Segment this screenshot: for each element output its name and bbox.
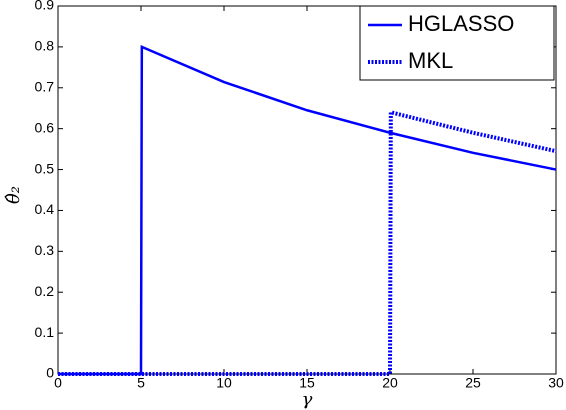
- legend-box: [359, 5, 555, 81]
- y-tick-label: 0.3: [35, 242, 55, 258]
- legend-label: MKL: [408, 48, 453, 73]
- x-tick-label: 30: [548, 375, 564, 391]
- y-tick-label: 0.6: [35, 119, 55, 135]
- x-tick-label: 25: [465, 375, 481, 391]
- y-axis-label: θ̂₂: [3, 186, 24, 204]
- x-tick-label: 20: [382, 375, 398, 391]
- line-series: [58, 44, 557, 376]
- y-tick-label: 0.7: [35, 78, 55, 94]
- x-tick-label: 15: [299, 375, 315, 391]
- y-tick-label: 0.9: [35, 0, 55, 13]
- legend-label: HGLASSO: [408, 11, 514, 36]
- y-tick-label: 0.5: [35, 160, 55, 176]
- y-tick-label: 0: [46, 365, 54, 381]
- x-tick-label: 0: [54, 375, 62, 391]
- x-tick-label: 5: [137, 375, 145, 391]
- y-tick-label: 0.4: [35, 201, 55, 217]
- x-tick-label: 10: [216, 375, 232, 391]
- y-tick-label: 0.8: [35, 38, 55, 54]
- line-series: [58, 109, 557, 376]
- y-tick-label: 0.2: [35, 283, 55, 299]
- x-axis-label: γ: [302, 389, 313, 410]
- y-tick-label: 0.1: [35, 324, 55, 340]
